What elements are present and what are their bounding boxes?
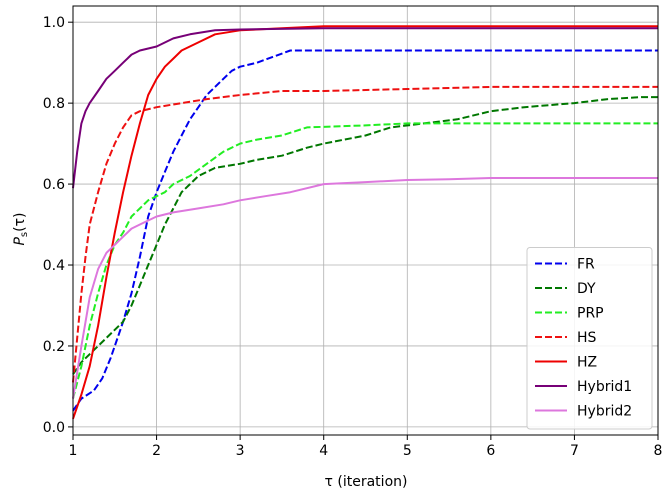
x-tick-label: 6 [486, 443, 495, 459]
legend-box [526, 247, 653, 430]
legend-label-hs: HS [577, 330, 597, 346]
x-tick-label: 1 [69, 443, 78, 459]
grid [72, 6, 659, 435]
x-axis-label: τ (iteration) [325, 474, 408, 490]
series-line-hybrid2 [72, 177, 658, 399]
series-line-fr [72, 49, 658, 412]
y-tick-label: 0.2 [43, 339, 65, 355]
y-tick-label: 0.6 [43, 177, 65, 193]
x-tick-label: 3 [236, 443, 245, 459]
x-tick-label: 8 [654, 443, 663, 459]
legend-label-dy: DY [577, 281, 596, 297]
legend-label-prp: PRP [577, 306, 604, 322]
y-axis-label-main: P [12, 237, 28, 246]
series-line-dy [72, 96, 658, 375]
series-layer [72, 25, 658, 420]
y-tick-label: 1.0 [43, 15, 65, 31]
y-axis-label-rest: (τ) [12, 212, 28, 231]
y-tick-label: 0.8 [43, 96, 65, 112]
legend: FR DY PRP HS HZ Hybrid1 Hybrid2 [526, 247, 653, 430]
series-line-prp [72, 122, 658, 399]
series-line-hybrid1 [72, 27, 658, 189]
x-tick-label: 2 [152, 443, 161, 459]
x-tick-label: 7 [570, 443, 579, 459]
x-tick-label: 5 [403, 443, 412, 459]
y-axis-label-sub: s [19, 232, 30, 237]
series-line-hs [72, 85, 658, 383]
ticks: 1 2 3 4 5 6 7 8 0.0 0.2 0.4 0.6 0.8 1.0 [43, 15, 663, 459]
legend-label-hybrid1: Hybrid1 [577, 379, 632, 395]
y-axis-label: Ps(τ) [12, 212, 30, 245]
plot-frame [72, 5, 659, 436]
legend-label-hz: HZ [577, 355, 597, 371]
y-tick-label: 0.4 [43, 258, 65, 274]
y-tick-label: 0.0 [43, 420, 65, 436]
x-tick-label: 4 [319, 443, 328, 459]
legend-label-hybrid2: Hybrid2 [577, 404, 632, 420]
legend-label-fr: FR [577, 257, 595, 273]
series-line-hz [72, 25, 658, 420]
